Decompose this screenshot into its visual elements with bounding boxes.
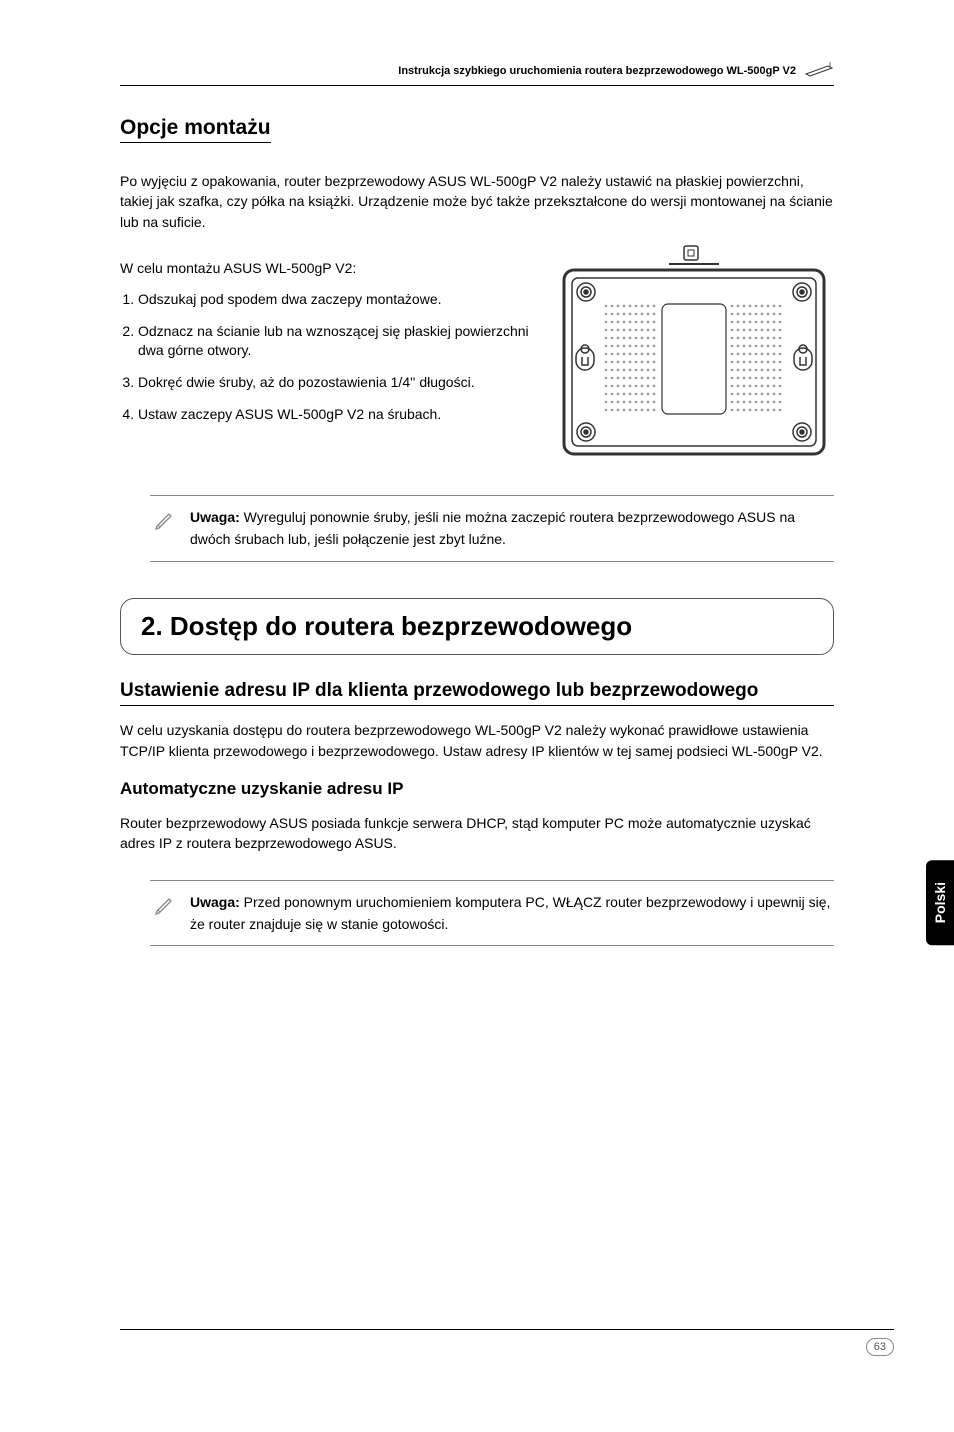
list-item: Dokręć dwie śruby, aż do pozostawienia 1… [138,373,534,393]
language-tab: Polski [926,860,954,945]
mounting-diagram: (function(){ const svg = document.queryS… [554,244,834,469]
section-ip: Ustawienie adresu IP dla klienta przewod… [120,679,834,947]
note-power-on: Uwaga: Przed ponownym uruchomieniem komp… [150,880,834,947]
page-header: Instrukcja szybkiego uruchomienia router… [120,60,834,86]
pencil-icon [154,508,176,536]
page-container: Instrukcja szybkiego uruchomienia router… [0,0,954,1380]
footer-rule [120,1329,894,1330]
chapter-title: 2. Dostęp do routera bezprzewodowego [141,611,632,641]
header-text: Instrukcja szybkiego uruchomienia router… [398,65,796,77]
mounting-title: Opcje montażu [120,116,271,143]
note-text: Uwaga: Wyreguluj ponownie śruby, jeśli n… [190,509,795,547]
ip-body: W celu uzyskania dostępu do routera bezp… [120,720,834,761]
mounting-columns: W celu montażu ASUS WL-500gP V2: Odszuka… [120,244,834,469]
pencil-icon [154,893,176,921]
router-icon [804,60,834,81]
mounting-steps: Odszukaj pod spodem dwa zaczepy montażow… [120,290,534,424]
auto-ip-body: Router bezprzewodowy ASUS posiada funkcj… [120,813,834,854]
page-number: 63 [866,1338,894,1356]
list-item: Ustaw zaczepy ASUS WL-500gP V2 na śrubac… [138,405,534,425]
auto-ip-title: Automatyczne uzyskanie adresu IP [120,779,834,799]
note-text: Uwaga: Przed ponownym uruchomieniem komp… [190,894,830,932]
ip-title: Ustawienie adresu IP dla klienta przewod… [120,679,834,707]
mounting-lead: W celu montażu ASUS WL-500gP V2: [120,258,534,278]
mounting-intro: Po wyjęciu z opakowania, router bezprzew… [120,171,834,232]
router-bottom-svg [554,244,834,464]
list-item: Odszukaj pod spodem dwa zaczepy montażow… [138,290,534,310]
section-mounting: Opcje montażu Po wyjęciu z opakowania, r… [120,116,834,562]
mounting-left: W celu montażu ASUS WL-500gP V2: Odszuka… [120,244,534,436]
note-adjust-screws: Uwaga: Wyreguluj ponownie śruby, jeśli n… [150,495,834,562]
list-item: Odznacz na ścianie lub na wznoszącej się… [138,322,534,361]
chapter-heading: 2. Dostęp do routera bezprzewodowego [120,598,834,655]
